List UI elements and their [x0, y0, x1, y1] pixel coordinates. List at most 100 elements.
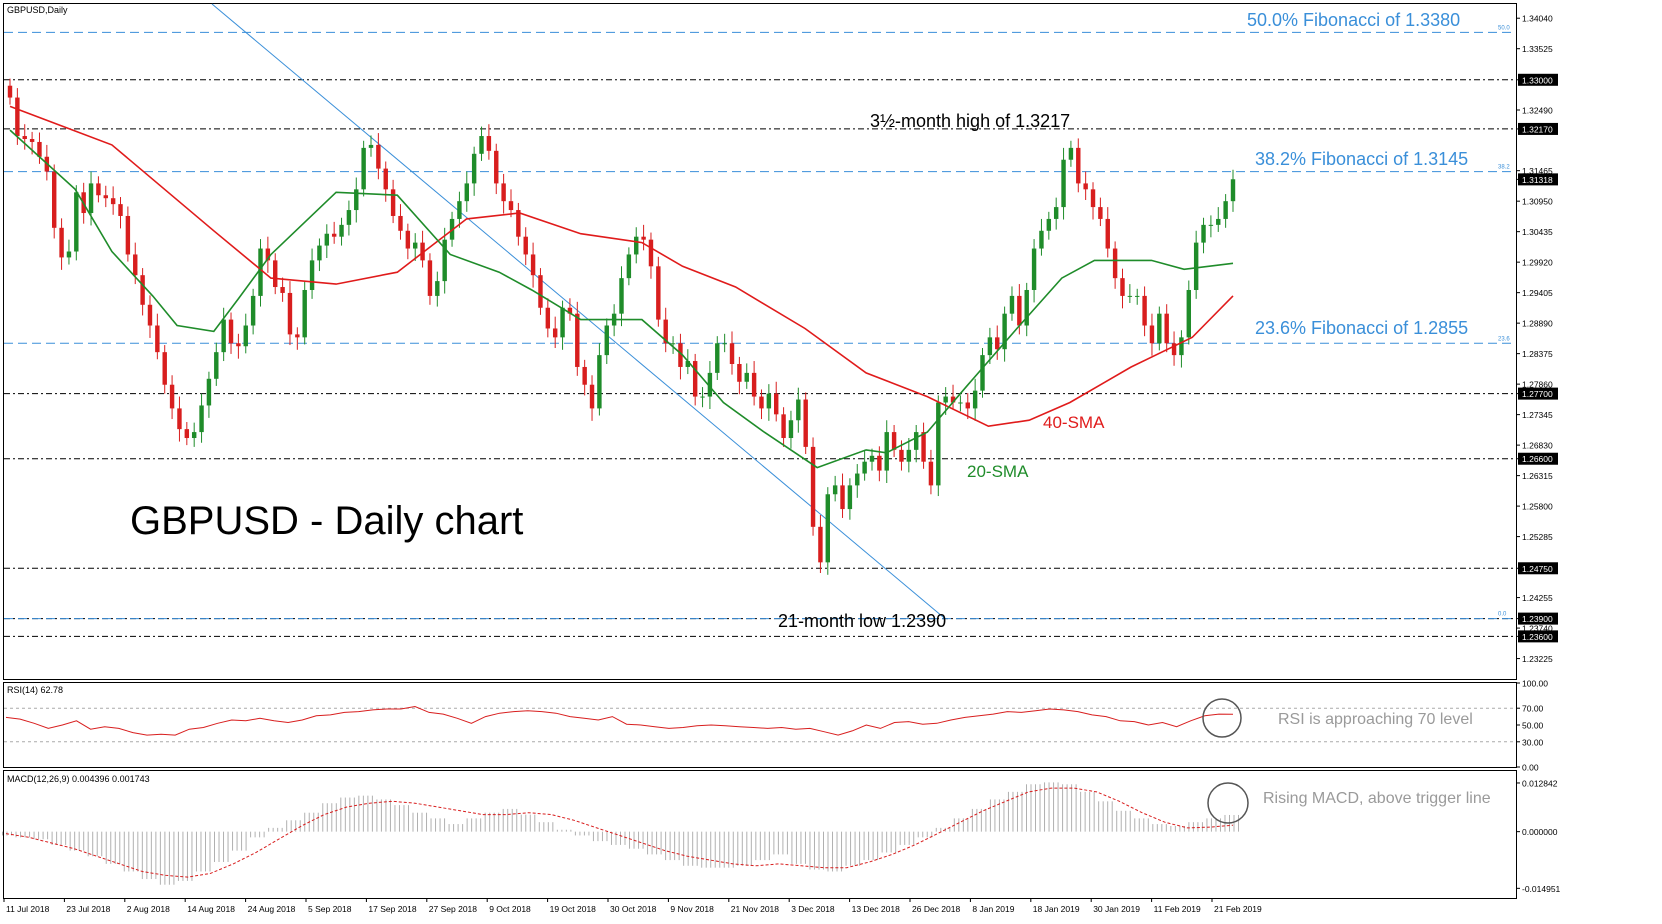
candle-body — [832, 485, 838, 495]
candle — [413, 233, 418, 261]
candle — [74, 185, 79, 261]
candle-body — [722, 343, 727, 345]
candle — [722, 333, 727, 353]
candle-body — [206, 378, 212, 406]
price-tick-label: 1.27860 — [1522, 380, 1553, 390]
candle — [155, 313, 160, 360]
price-tick-label: 1.30435 — [1522, 227, 1553, 237]
candle-body — [936, 402, 941, 486]
fib382-annotation: 38.2% Fibonacci of 1.3145 — [1255, 149, 1468, 169]
price-level-badge — [1518, 122, 1558, 135]
candle — [1223, 194, 1228, 228]
chart-title: GBPUSD - Daily chart — [130, 499, 523, 543]
rsi-line — [5, 705, 1234, 736]
candle — [309, 248, 315, 299]
candle-body — [818, 526, 823, 563]
candle — [1120, 268, 1125, 309]
candle — [96, 176, 101, 203]
candle — [184, 422, 190, 446]
candle-body — [191, 432, 197, 439]
candle — [7, 78, 13, 105]
rsi-tick-label: 30.00 — [1522, 737, 1544, 747]
date-tick-label: 5 Sep 2018 — [308, 904, 352, 914]
candle-body — [737, 364, 742, 382]
candle-body — [1216, 218, 1221, 225]
candle — [22, 124, 27, 150]
candle-body — [943, 396, 948, 403]
candle — [59, 218, 64, 270]
candle-body — [1017, 295, 1022, 326]
candle-body — [1009, 295, 1015, 314]
candle — [737, 356, 742, 395]
candle-body — [1171, 343, 1177, 356]
candle-body — [508, 201, 514, 211]
candle-body — [913, 432, 919, 450]
candle — [840, 473, 845, 518]
candle — [37, 132, 42, 164]
candle — [1112, 241, 1118, 289]
fib-small-label: 50.0 — [1498, 25, 1510, 31]
candle-body — [1046, 218, 1052, 231]
candle-body — [523, 236, 528, 255]
candle — [987, 327, 993, 364]
candle — [1216, 207, 1221, 232]
date-tick-label: 21 Nov 2018 — [731, 904, 779, 914]
candle — [950, 384, 956, 410]
macd-panel: 0.012842 0.000000 -0.014951 — [1, 778, 1561, 894]
candle-body — [987, 337, 993, 356]
candle — [597, 343, 602, 416]
candle — [1002, 306, 1007, 362]
candle — [331, 221, 337, 244]
price-level-badge — [1518, 173, 1558, 186]
candle — [494, 143, 499, 195]
candle — [995, 325, 1000, 360]
candle-body — [803, 399, 808, 447]
candle-body — [1179, 337, 1184, 356]
candle-body — [744, 372, 749, 382]
date-tick-label: 3 Dec 2018 — [791, 904, 835, 914]
candle-body — [199, 405, 204, 433]
candle-body — [1223, 201, 1228, 219]
date-tick-label: 30 Oct 2018 — [610, 904, 657, 914]
candle — [928, 449, 934, 495]
candle — [15, 88, 20, 145]
candle — [1171, 331, 1177, 366]
candle-body — [51, 171, 57, 228]
candle — [884, 420, 889, 484]
price-tick-label: 1.25800 — [1522, 502, 1553, 512]
price-tick-label: 1.31465 — [1522, 166, 1553, 176]
candle-body — [221, 319, 226, 353]
date-tick-label: 24 Aug 2018 — [248, 904, 296, 914]
candle-body — [552, 328, 558, 338]
candle-body — [1120, 278, 1125, 296]
candle-body — [1201, 224, 1206, 243]
fib-small-label: 23.6 — [1498, 336, 1510, 342]
candle — [125, 206, 131, 262]
candle-body — [29, 139, 35, 142]
candle — [258, 239, 263, 307]
candle-body — [1024, 289, 1029, 326]
candle — [206, 371, 212, 418]
candle — [442, 227, 447, 294]
candle-body — [1127, 295, 1133, 297]
candle-body — [538, 275, 543, 308]
candle-body — [1068, 147, 1074, 160]
candle-body — [965, 402, 970, 409]
candle — [110, 186, 116, 215]
candle-body — [361, 147, 366, 190]
candle — [803, 392, 808, 454]
candle — [906, 438, 912, 473]
candle-body — [1164, 313, 1169, 344]
candle — [818, 514, 823, 574]
candle — [1186, 280, 1192, 345]
candle — [1230, 169, 1236, 212]
candle — [1105, 207, 1110, 258]
candle-body — [619, 278, 624, 314]
candle — [796, 387, 801, 433]
candle-body — [59, 227, 64, 258]
candle-body — [15, 97, 20, 137]
candle-body — [383, 168, 388, 190]
candle-body — [545, 307, 551, 329]
candle — [516, 202, 521, 246]
